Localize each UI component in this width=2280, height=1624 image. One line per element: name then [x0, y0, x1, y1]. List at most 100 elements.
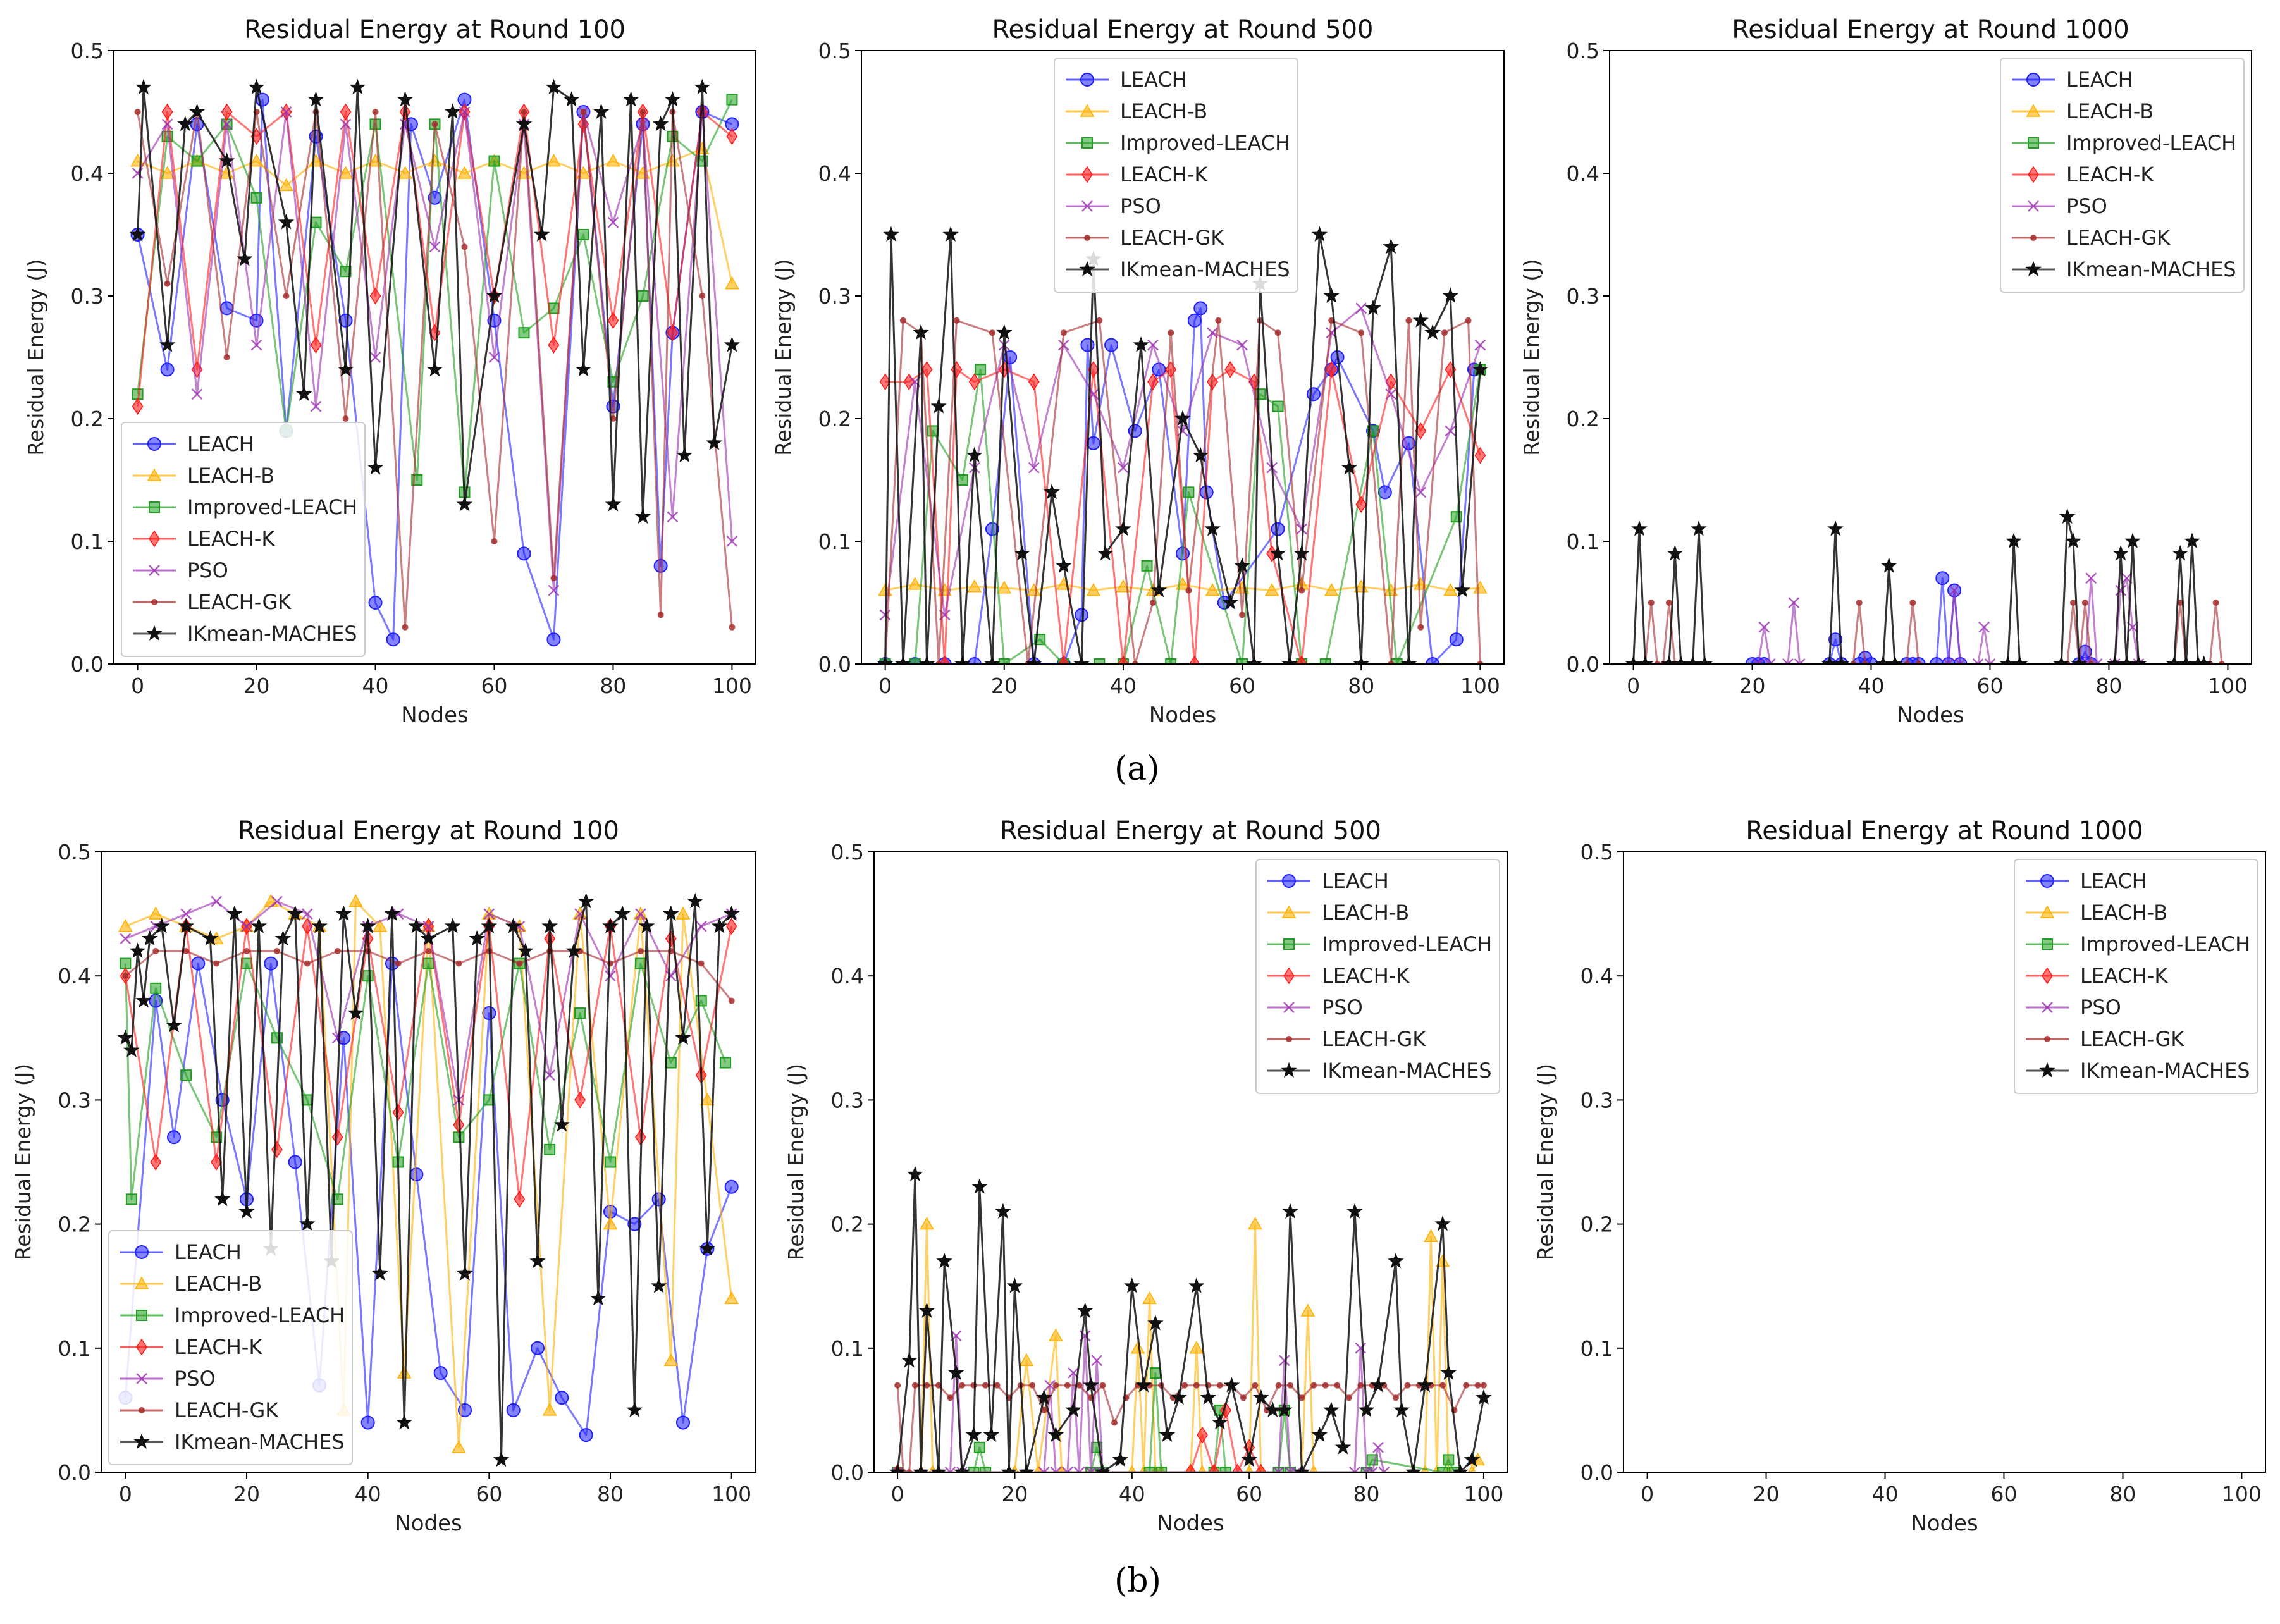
point-leach [1193, 301, 1208, 316]
y-tick-label: 0.4 [831, 964, 864, 988]
x-tick-label: 20 [991, 674, 1018, 698]
point-leach-b [546, 154, 561, 167]
point-pso [544, 1069, 556, 1081]
point-pso [1378, 1467, 1390, 1472]
point-leach-gk [1463, 1382, 1470, 1389]
point-leach [1828, 632, 1843, 647]
point-ikmean-maches [1124, 1277, 1140, 1293]
point-ikmean-maches [2184, 532, 2200, 548]
x-tick-label: 80 [597, 1482, 624, 1506]
x-tick-label: 100 [712, 674, 752, 698]
x-tick-label: 60 [476, 1482, 502, 1506]
point-leach-gk [1648, 600, 1655, 606]
point-ikmean-maches [1365, 299, 1381, 316]
point-leach-b [249, 154, 264, 167]
point-ikmean-maches [650, 1277, 667, 1293]
x-tick-label: 0 [1627, 674, 1640, 698]
point-pso [1272, 1467, 1285, 1472]
legend: LEACH LEACH-B Improved-LEACH LEACH-K PSO LEAC… [1054, 58, 1298, 293]
point-leach [1929, 657, 1944, 664]
point-pso [1445, 425, 1457, 437]
point-pso [1236, 339, 1248, 351]
point-pso [1296, 523, 1308, 535]
axes-frame [873, 851, 1508, 1473]
point-ikmean-maches [384, 905, 400, 921]
legend-marker-improved-leach [136, 1310, 147, 1321]
point-leach-gk [1310, 1382, 1317, 1389]
point-ikmean-maches [2112, 544, 2129, 561]
point-ikmean-maches [676, 446, 693, 463]
point-leach-gk [491, 538, 498, 544]
point-leach-gk [516, 960, 523, 967]
point-leach-gk [1193, 1382, 1200, 1389]
point-leach-gk [1357, 1382, 1364, 1389]
point-ikmean-maches [626, 1401, 643, 1417]
point-leach-gk [899, 317, 906, 324]
point-improved-leach [1183, 486, 1195, 498]
legend-marker-leach [1282, 874, 1296, 888]
point-ikmean-maches [1323, 1401, 1340, 1417]
point-leach-gk [1131, 661, 1138, 664]
point-improved-leach [1165, 658, 1177, 664]
point-leach-k [1188, 655, 1200, 664]
point-ikmean-maches [1353, 655, 1369, 664]
legend-label-ikmean-maches: IKmean-MACHES [1120, 257, 1290, 281]
point-ikmean-maches [456, 496, 473, 512]
legend: LEACH LEACH-B Improved-LEACH LEACH-K PSO LEAC… [1255, 859, 1500, 1094]
point-leach-k [1255, 1463, 1267, 1472]
legend-marker-leach-b [1080, 104, 1095, 117]
y-tick-label: 0.2 [831, 1212, 864, 1237]
point-improved-leach [973, 1441, 985, 1453]
legend-marker-leach-b [1281, 905, 1297, 918]
point-leach [360, 1415, 375, 1430]
y-tick-label: 0.3 [58, 1088, 91, 1112]
point-leach-k [548, 336, 560, 354]
y-tick-label: 0.3 [71, 284, 104, 309]
x-tick-label: 20 [1001, 1482, 1028, 1506]
y-axis-label: Residual Energy (J) [23, 259, 48, 455]
point-leach [167, 1130, 181, 1145]
y-tick-label: 0.4 [1581, 964, 1613, 988]
point-leach-gk [639, 109, 646, 115]
legend: LEACH LEACH-B Improved-LEACH LEACH-K PSO LEAC… [108, 1230, 353, 1465]
point-pso [191, 388, 203, 400]
y-tick-label: 0.0 [71, 652, 104, 677]
point-pso [1753, 658, 1764, 664]
point-ikmean-maches [1188, 1277, 1205, 1293]
point-leach-gk [134, 109, 141, 115]
legend-marker-leach-k [149, 530, 160, 548]
point-pso [1050, 1467, 1062, 1472]
legend-label-pso: PSO [187, 558, 228, 582]
point-leach-gk [283, 293, 290, 299]
point-ikmean-maches [2071, 655, 2088, 664]
point-pso [488, 352, 500, 363]
point-leach-k [1028, 373, 1040, 391]
point-pso [422, 920, 434, 932]
point-leach [288, 1155, 302, 1169]
point-leach-b [1189, 1341, 1204, 1354]
point-ikmean-maches [397, 91, 414, 107]
point-ikmean-maches [930, 398, 947, 414]
y-tick-label: 0.0 [58, 1460, 91, 1485]
point-leach-gk [1465, 317, 1472, 324]
point-leach-gk [1474, 1382, 1481, 1389]
point-ikmean-maches [1026, 655, 1042, 664]
point-pso [2109, 658, 2121, 664]
point-leach-b [1443, 583, 1458, 596]
point-pso [2133, 658, 2145, 664]
y-tick-label: 0.2 [1567, 407, 1599, 431]
point-pso [120, 933, 132, 945]
point-ikmean-maches [1065, 1401, 1081, 1417]
point-leach-gk [395, 960, 402, 967]
point-pso [2085, 572, 2097, 584]
point-ikmean-maches [1076, 1302, 1094, 1318]
point-leach-k [340, 103, 352, 121]
point-ikmean-maches [1282, 1203, 1298, 1219]
point-ikmean-maches [1115, 520, 1131, 536]
point-leach-k [1147, 373, 1159, 391]
point-ikmean-maches [918, 655, 935, 664]
y-axis-label: Residual Energy (J) [1519, 259, 1544, 455]
x-axis-label: Nodes [1897, 703, 1964, 728]
point-pso [180, 908, 192, 920]
point-ikmean-maches [947, 1364, 964, 1380]
